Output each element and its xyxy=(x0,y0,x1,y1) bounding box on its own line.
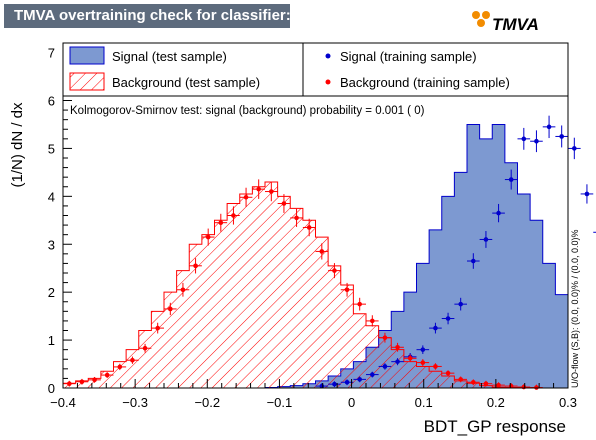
background-training-point xyxy=(441,370,455,377)
background-training-point xyxy=(454,376,467,383)
background-training-point xyxy=(467,379,480,386)
logo-text: TMVA xyxy=(492,15,539,34)
y-tick-label: 6 xyxy=(48,94,55,109)
y-tick-label: 7 xyxy=(48,46,55,61)
tmva-logo: TMVA xyxy=(472,11,539,34)
background-test-histogram xyxy=(63,181,543,388)
background-training-point xyxy=(403,354,417,363)
background-training-point xyxy=(201,228,215,246)
signal-training-point xyxy=(530,130,543,153)
signal-training-point xyxy=(593,231,596,233)
background-training-point xyxy=(138,343,152,353)
background-training-point xyxy=(265,181,278,202)
legend-label-signal-train: Signal (training sample) xyxy=(340,49,477,64)
y-tick-label: 1 xyxy=(48,333,55,348)
x-tick-label: −0.4 xyxy=(50,395,76,410)
signal-training-point xyxy=(353,376,366,383)
legend-box xyxy=(62,42,569,97)
points-layer xyxy=(63,115,596,390)
legend: Signal (test sample) Background (test sa… xyxy=(62,42,569,97)
background-training-point xyxy=(391,342,404,352)
legend-label-background-test: Background (test sample) xyxy=(112,75,260,90)
x-tick-label: −0.2 xyxy=(194,395,220,410)
background-training-point xyxy=(88,376,101,383)
background-training-point xyxy=(290,208,303,227)
signal-training-point xyxy=(479,231,493,248)
background-training-point xyxy=(75,378,89,385)
signal-training-point xyxy=(416,345,430,354)
x-axis-label: BDT_GP response xyxy=(424,417,566,436)
signal-training-point xyxy=(517,127,531,150)
background-training-point xyxy=(252,179,265,199)
background-training-point xyxy=(113,363,127,371)
background-training-point xyxy=(126,356,139,364)
signal-training-point xyxy=(441,312,455,325)
legend-marker-signal-train xyxy=(325,53,331,59)
x-tick-label: 0.2 xyxy=(487,395,505,410)
background-training-point xyxy=(492,382,505,388)
background-training-point xyxy=(164,302,177,316)
signal-training-point xyxy=(429,322,442,334)
legend-marker-background-train xyxy=(325,79,331,85)
background-training-point xyxy=(429,363,442,370)
background-training-point xyxy=(366,315,379,327)
signal-training-point xyxy=(580,184,594,204)
legend-swatch-signal-test xyxy=(69,46,105,65)
background-training-point xyxy=(416,359,430,367)
background-training-point xyxy=(227,206,240,225)
signal-training-point xyxy=(328,381,341,388)
signal-training-point xyxy=(378,363,392,370)
y-tick-label: 3 xyxy=(48,237,55,252)
legend-swatch-background-test xyxy=(69,72,105,91)
histogram-layer xyxy=(63,123,568,388)
background-training-point xyxy=(302,218,316,237)
background-training-point xyxy=(214,213,228,232)
y-tick-label: 0 xyxy=(48,381,55,396)
background-training-point xyxy=(189,258,202,274)
x-tick-label: 0.3 xyxy=(559,395,577,410)
y-tick-label: 5 xyxy=(48,141,55,156)
overflow-note: U/O-flow (S,B): (0.0, 0.0)% / (0.0, 0.0)… xyxy=(570,229,580,388)
background-training-point xyxy=(277,194,291,213)
x-tick-label: 0.1 xyxy=(415,395,433,410)
legend-label-background-train: Background (training sample) xyxy=(340,75,510,90)
background-training-point xyxy=(353,297,366,311)
background-training-point xyxy=(176,282,190,297)
legend-label-signal-test: Signal (test sample) xyxy=(112,49,227,64)
background-training-point xyxy=(100,372,114,378)
signal-training-point xyxy=(391,358,404,366)
signal-training-point xyxy=(555,125,568,148)
x-tick-label: −0.1 xyxy=(267,395,293,410)
signal-training-point xyxy=(366,371,379,378)
signal-training-point xyxy=(542,115,556,139)
background-training-point xyxy=(63,380,76,387)
signal-training-point xyxy=(467,253,480,269)
y-tick-label: 2 xyxy=(48,285,55,300)
signal-training-point xyxy=(504,169,518,190)
background-training-point xyxy=(151,322,164,334)
background-training-point xyxy=(328,263,341,279)
signal-test-histogram xyxy=(63,123,568,388)
background-training-point xyxy=(239,187,253,207)
axis-ticks: −0.4 −0.3 −0.2 −0.1 0 0.1 0.2 0.3 0 1 2 3 4 5 6 7 xyxy=(48,46,577,410)
x-tick-label: −0.3 xyxy=(122,395,148,410)
signal-training-point xyxy=(454,297,467,311)
window-title: TMVA overtraining check for classifier: … xyxy=(4,4,356,28)
signal-training-point xyxy=(492,203,505,223)
ks-test-text: Kolmogorov-Smirnov test: signal (backgro… xyxy=(70,105,425,117)
background-training-point xyxy=(315,243,329,260)
background-training-point xyxy=(340,282,354,297)
background-training-point xyxy=(378,332,392,343)
y-tick-label: 4 xyxy=(48,189,55,204)
x-tick-label: 0 xyxy=(348,395,355,410)
signal-training-point xyxy=(568,137,581,160)
y-axis-label: (1/N) dN / dx xyxy=(9,102,26,188)
